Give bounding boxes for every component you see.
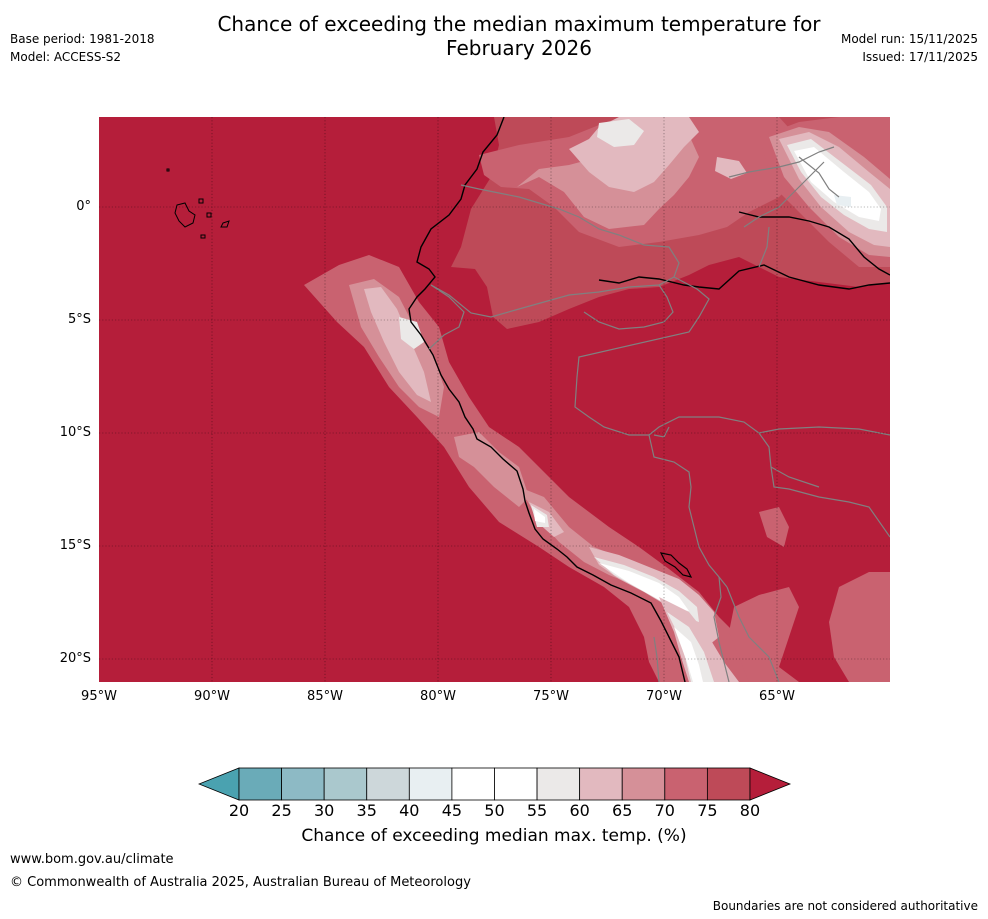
colorbar-label: 35	[356, 801, 377, 820]
colorbar-segment	[536, 767, 581, 801]
colorbar-segment	[366, 767, 410, 801]
lon-tick-label: 95°W	[81, 689, 117, 704]
probability-map	[99, 117, 890, 682]
colorbar-label: 65	[612, 801, 633, 820]
model-name: Model: ACCESS-S2	[10, 50, 122, 64]
lat-tick-label: 10°S	[59, 425, 91, 441]
colorbar-label: 70	[654, 801, 675, 820]
colorbar-label: 25	[271, 801, 292, 820]
lake-titicaca	[659, 552, 693, 578]
footer-note: Boundaries are not considered authoritat…	[712, 899, 978, 913]
colorbar-label: 80	[739, 801, 761, 820]
colorbar-under-arrow	[198, 767, 240, 801]
colorbar-segment	[579, 767, 623, 801]
colorbar-segment	[323, 767, 368, 801]
country-borders	[428, 146, 890, 682]
model-run: Model run: 15/11/2025	[840, 32, 978, 46]
lon-tick-label: 70°W	[646, 689, 682, 704]
galapagos-islands	[166, 168, 230, 239]
footer-url[interactable]: www.bom.gov.au/climate	[10, 852, 174, 867]
lon-tick-label: 85°W	[307, 689, 343, 704]
river-north	[738, 211, 890, 276]
contour-bolivia-patch	[759, 507, 789, 547]
coastline	[408, 117, 686, 682]
colorbar	[198, 767, 792, 801]
colorbar-segment	[238, 767, 282, 801]
colorbar-title: Chance of exceeding median max. temp. (%…	[301, 826, 687, 846]
lon-tick-label: 75°W	[533, 689, 569, 704]
colorbar-label: 30	[313, 801, 335, 820]
colorbar-segment	[408, 767, 453, 801]
colorbar-label: 55	[526, 801, 548, 820]
amazon-river	[598, 264, 890, 290]
lon-tick-label: 80°W	[420, 689, 456, 704]
colorbar-segment	[664, 767, 708, 801]
meta-right: Model run: 15/11/2025 Issued: 17/11/2025	[841, 30, 978, 66]
colorbar-label: 50	[484, 801, 505, 820]
footer-copyright: © Commonwealth of Australia 2025, Austra…	[10, 875, 471, 890]
colorbar-label: 60	[569, 801, 590, 820]
colorbar-segment	[451, 767, 495, 801]
title-line-1: Chance of exceeding the median maximum t…	[217, 12, 821, 36]
colorbar-label: 40	[399, 801, 420, 820]
issued-date: Issued: 17/11/2025	[862, 50, 978, 64]
meta-left: Base period: 1981-2018 Model: ACCESS-S2	[10, 30, 155, 66]
colorbar-over-arrow	[749, 767, 792, 801]
map-title: Chance of exceeding the median maximum t…	[150, 12, 888, 60]
title-line-2: February 2026	[446, 36, 592, 60]
colorbar-label: 45	[441, 801, 463, 820]
contour-guiana	[759, 117, 890, 267]
colorbar-segment	[621, 767, 666, 801]
lat-tick-label: 15°S	[59, 538, 91, 554]
colorbar-segment	[706, 767, 751, 801]
lat-tick-label: 0°	[76, 199, 91, 215]
lon-tick-label: 65°W	[759, 689, 795, 704]
lon-tick-label: 90°W	[194, 689, 230, 704]
base-period: Base period: 1981-2018	[10, 32, 155, 46]
graticule	[99, 117, 890, 682]
colorbar-segment	[494, 767, 538, 801]
lat-tick-label: 20°S	[59, 651, 91, 667]
colorbar-label: 20	[228, 801, 250, 820]
colorbar-label: 75	[697, 801, 718, 820]
contour-coastal-band	[304, 255, 799, 682]
contour-south-east	[829, 572, 890, 682]
lat-tick-label: 5°S	[67, 312, 91, 328]
colorbar-segment	[281, 767, 325, 801]
